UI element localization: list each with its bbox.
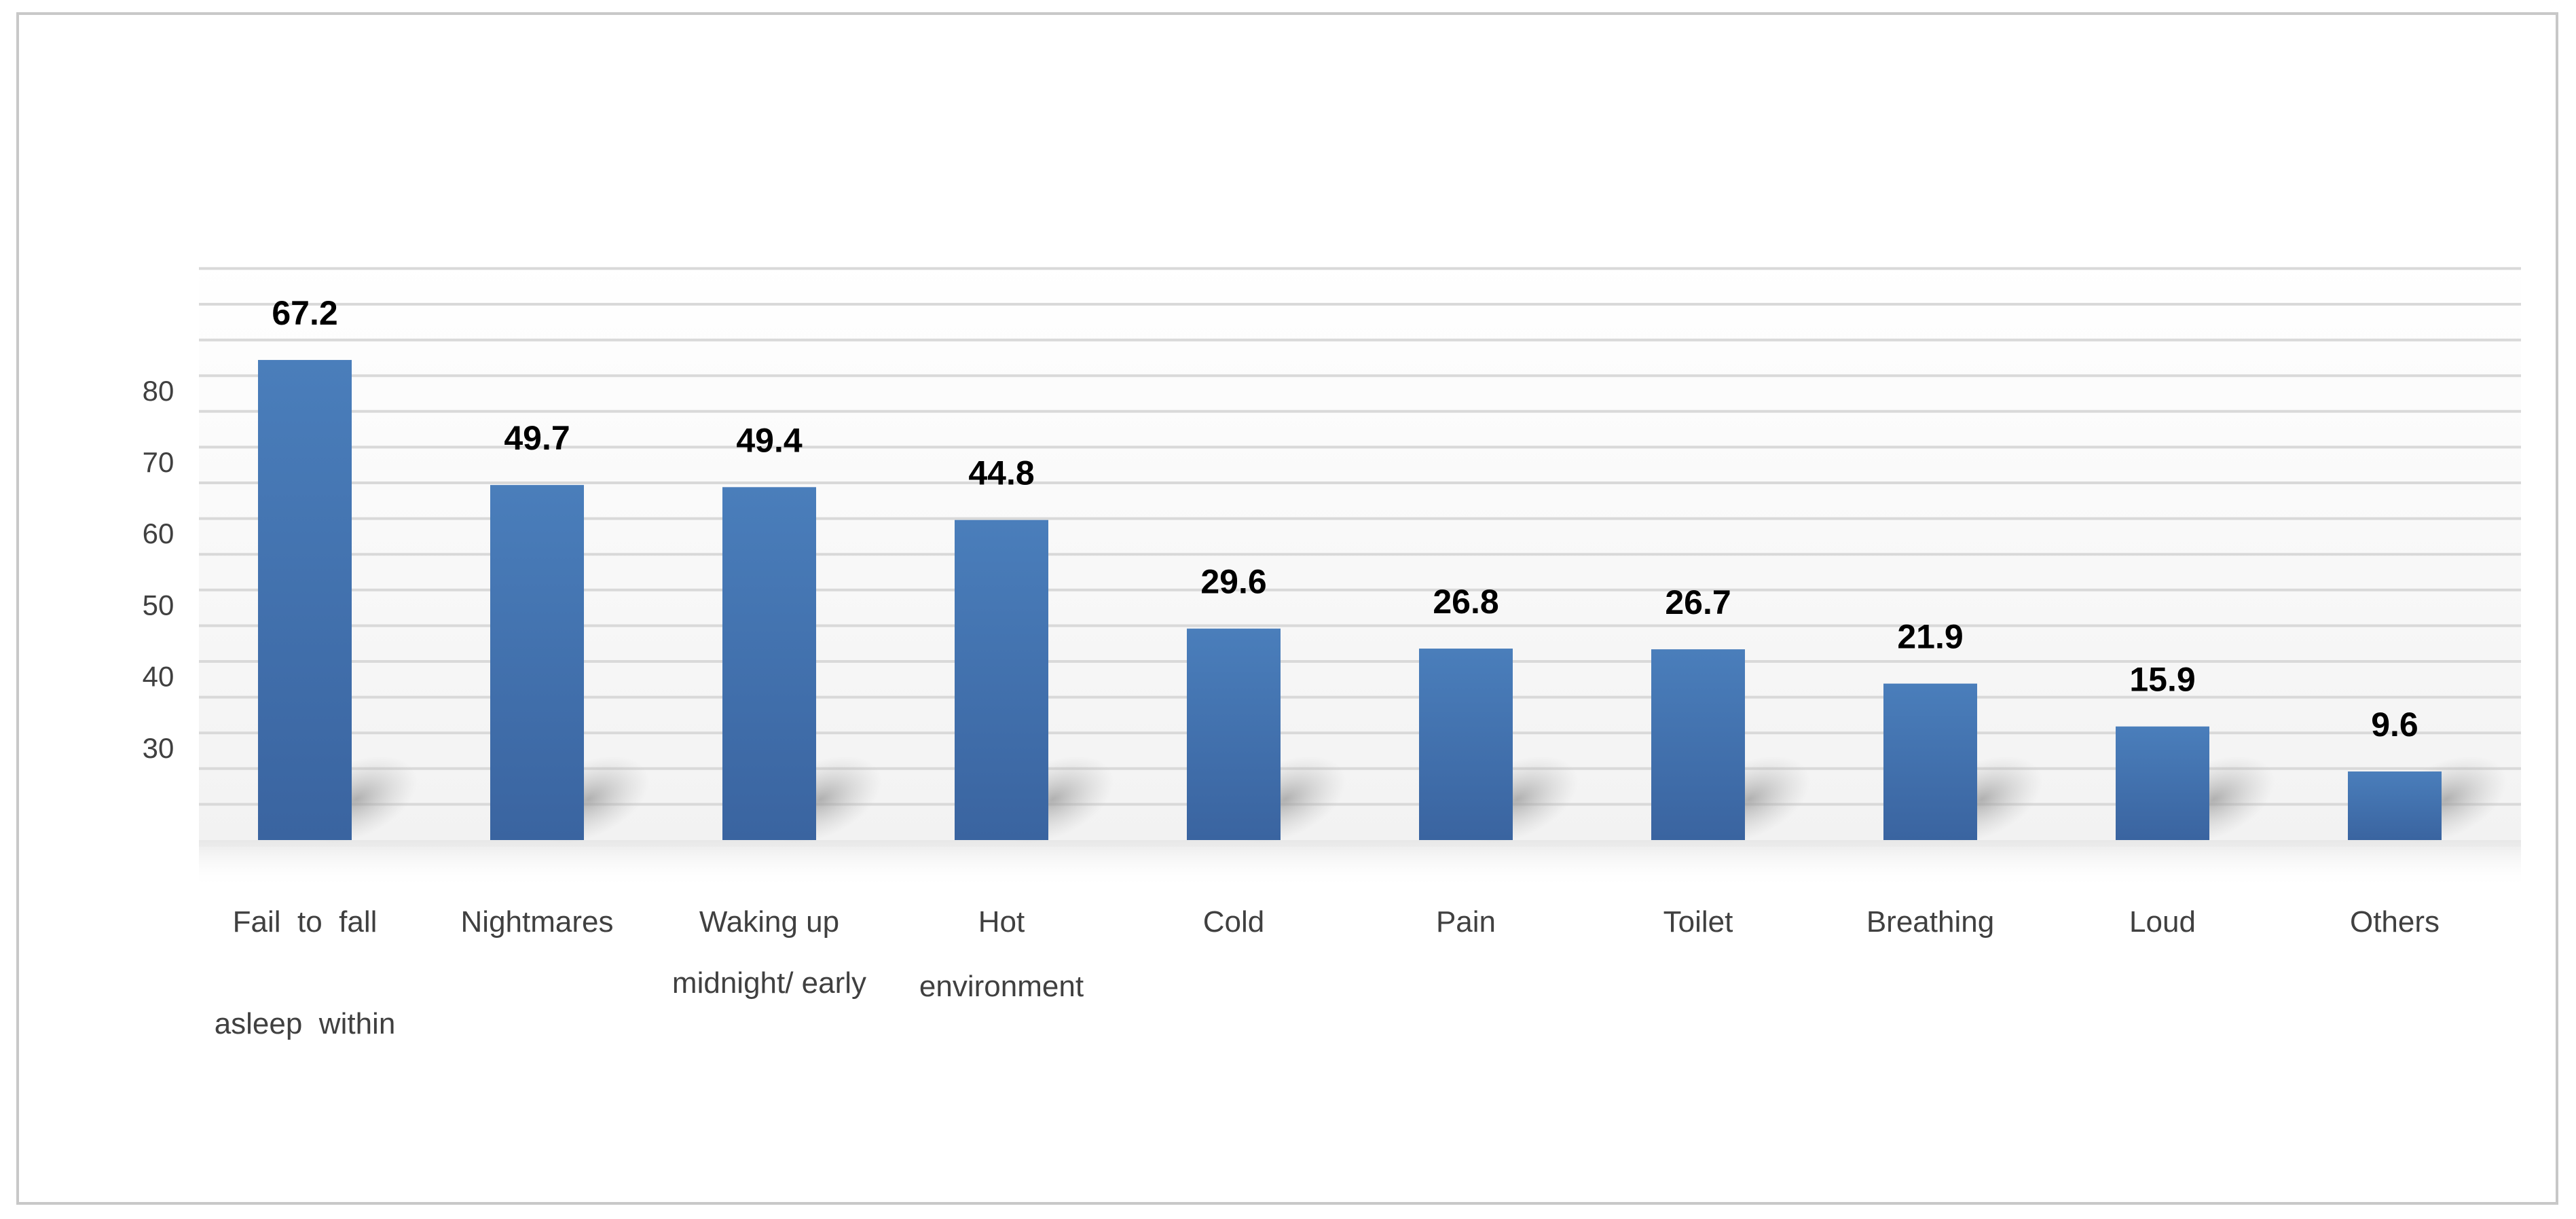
category-label: Cold [1203,905,1265,939]
bar [490,485,584,840]
bar [955,520,1048,840]
data-label: 49.7 [504,419,570,457]
category-label: midnight/ early [672,966,866,1000]
bar [722,487,816,840]
chart-frame: 30 40 50 60 70 80 67.2 49.7 49.4 44.8 29.6 26.8 26.… [16,12,2558,1205]
data-labels: 67.2 49.7 49.4 44.8 29.6 26.8 26.7 21.9 15.9 9.6 [272,294,2418,744]
data-label: 49.4 [736,421,803,459]
bar [2116,726,2209,840]
data-label: 26.7 [1665,583,1731,621]
y-tick-label: 50 [143,589,174,621]
data-label: 21.9 [1897,618,1963,656]
category-label: Loud [2129,905,2196,939]
category-label: Fail to fall [233,905,378,939]
bar [1883,683,1977,840]
data-label: 9.6 [2371,706,2418,744]
y-tick-label: 40 [143,661,174,693]
y-tick-label: 80 [143,375,174,407]
bar [2348,771,2442,840]
category-label: Hot [978,905,1025,939]
category-label: asleep within [215,1007,396,1040]
bar [1651,649,1745,840]
gridlines [199,267,2521,806]
category-label: Toilet [1663,905,1733,939]
category-label: Nightmares [461,905,614,939]
bars [258,360,2442,840]
y-tick-label: 30 [143,732,174,764]
bar [1419,649,1513,840]
data-label: 26.8 [1433,583,1498,621]
bar-chart: 30 40 50 60 70 80 67.2 49.7 49.4 44.8 29.6 26.8 26.… [143,259,2521,1040]
data-label: 29.6 [1200,563,1266,601]
data-label: 44.8 [968,454,1034,492]
category-label: Waking up [699,905,839,939]
category-label: Breathing [1866,905,1994,939]
category-labels: Fail to fall asleep within Nightmares Wakin… [215,905,2440,1040]
bar [1187,628,1281,840]
floor-band [199,840,2521,888]
data-label: 67.2 [272,294,337,332]
category-label: Pain [1436,905,1496,939]
data-label: 15.9 [2129,661,2195,699]
bar [258,360,352,840]
y-tick-label: 60 [143,517,174,549]
y-tick-label: 70 [143,446,174,478]
category-label: Others [2350,905,2440,939]
category-label: environment [919,970,1084,1003]
y-axis-ticks: 30 40 50 60 70 80 [143,375,174,764]
